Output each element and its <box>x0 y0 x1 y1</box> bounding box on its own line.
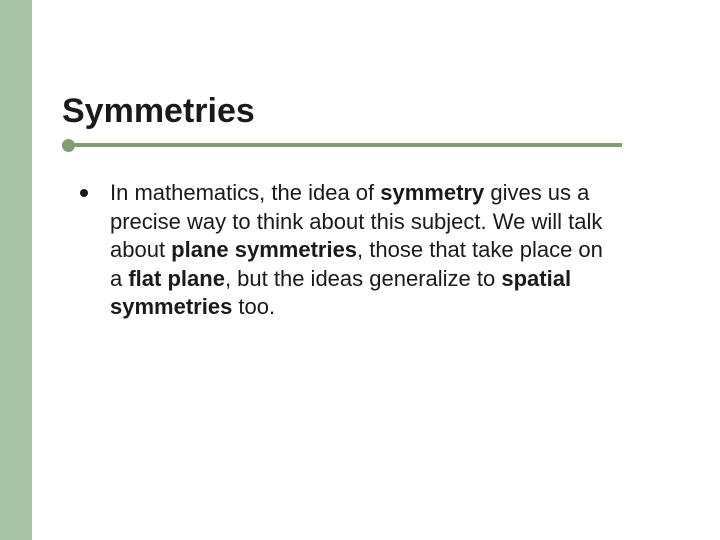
plain-text: , but the ideas generalize to <box>225 266 501 291</box>
bold-text: flat plane <box>128 266 225 291</box>
bullet-item: In mathematics, the idea of symmetry giv… <box>62 179 662 322</box>
title-underline <box>62 139 662 153</box>
bold-text: symmetry <box>380 180 484 205</box>
slide-title: Symmetries <box>62 92 662 131</box>
plain-text: too. <box>232 294 275 319</box>
bullet-text: In mathematics, the idea of symmetry giv… <box>110 179 620 322</box>
slide-content: Symmetries In mathematics, the idea of s… <box>62 92 662 322</box>
bold-text: plane symmetries <box>171 237 357 262</box>
left-accent-band <box>0 0 32 540</box>
underline-dot-icon <box>62 139 75 152</box>
underline-bar <box>62 143 622 147</box>
plain-text: In mathematics, the idea of <box>110 180 380 205</box>
bullet-dot-icon <box>80 189 88 197</box>
